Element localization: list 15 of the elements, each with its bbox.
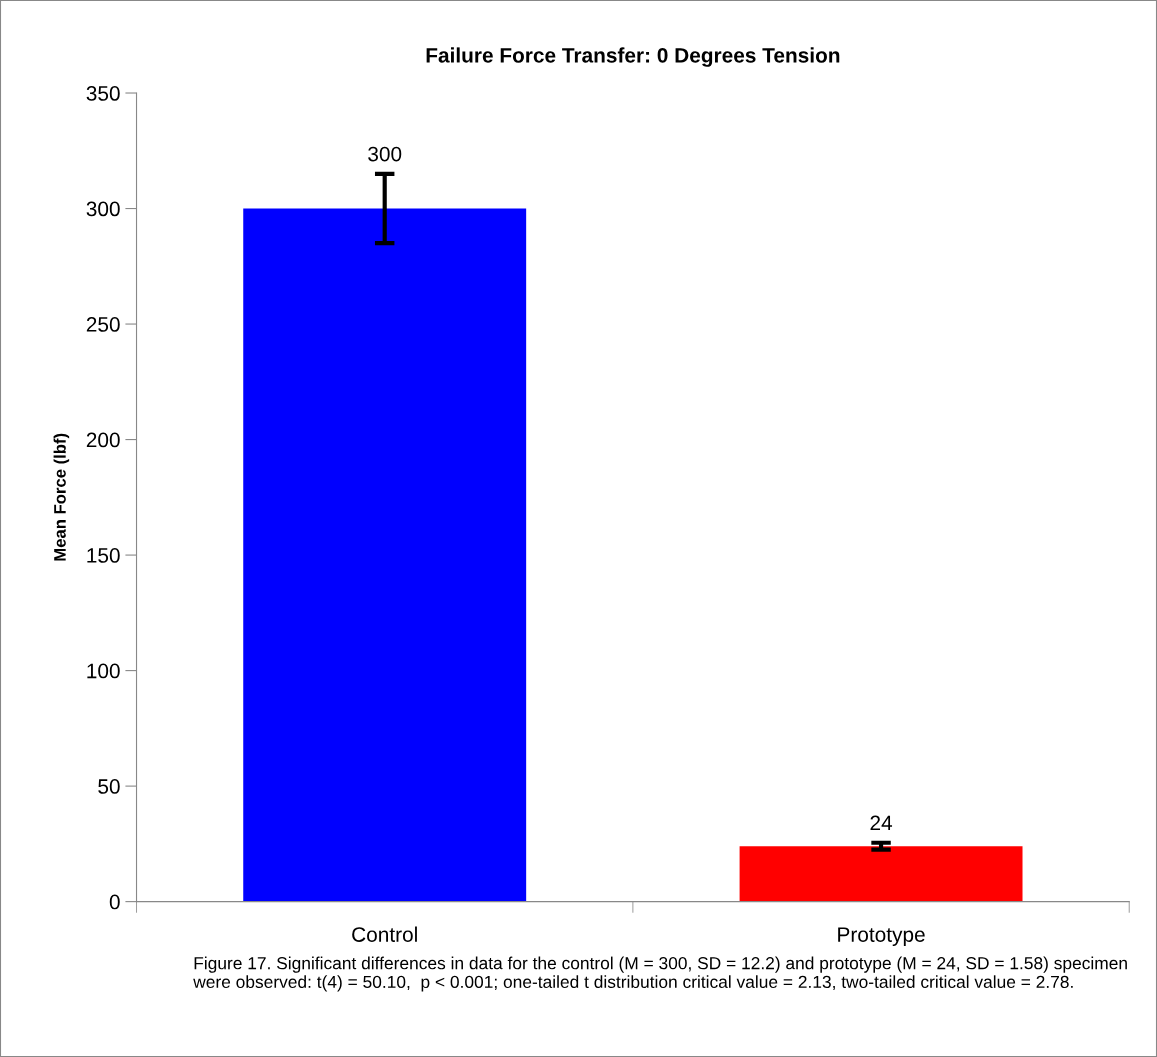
y-tick-label: 300 <box>86 201 120 217</box>
y-axis-title: Mean Force (lbf) <box>53 433 70 561</box>
y-tick-label: 0 <box>109 894 120 910</box>
y-tick-label: 200 <box>86 432 120 448</box>
y-tick-label: 250 <box>86 317 120 332</box>
data-label: 300 <box>368 146 402 162</box>
chart-title: Failure Force Transfer: 0 Degrees Tension <box>426 47 840 67</box>
caption: Figure 17. Significant differences in data for the control (M = 300, SD = 12.2) and prototype (M = 24, SD = 1.58) specimen were observed: t(4) = 50.10, p < 0.001; one-tailed t distribution critical value = 2.13, two-tailed critical value = 2.78. <box>193 956 1127 992</box>
y-tick-label: 150 <box>87 548 120 563</box>
x-tick-label: Prototype <box>838 927 925 947</box>
x-tick-label: Control <box>352 926 417 942</box>
y-tick-label: 100 <box>87 663 120 679</box>
y-tick-label: 350 <box>86 86 120 101</box>
y-tick-label: 50 <box>98 779 120 794</box>
data-label: 24 <box>870 815 893 831</box>
